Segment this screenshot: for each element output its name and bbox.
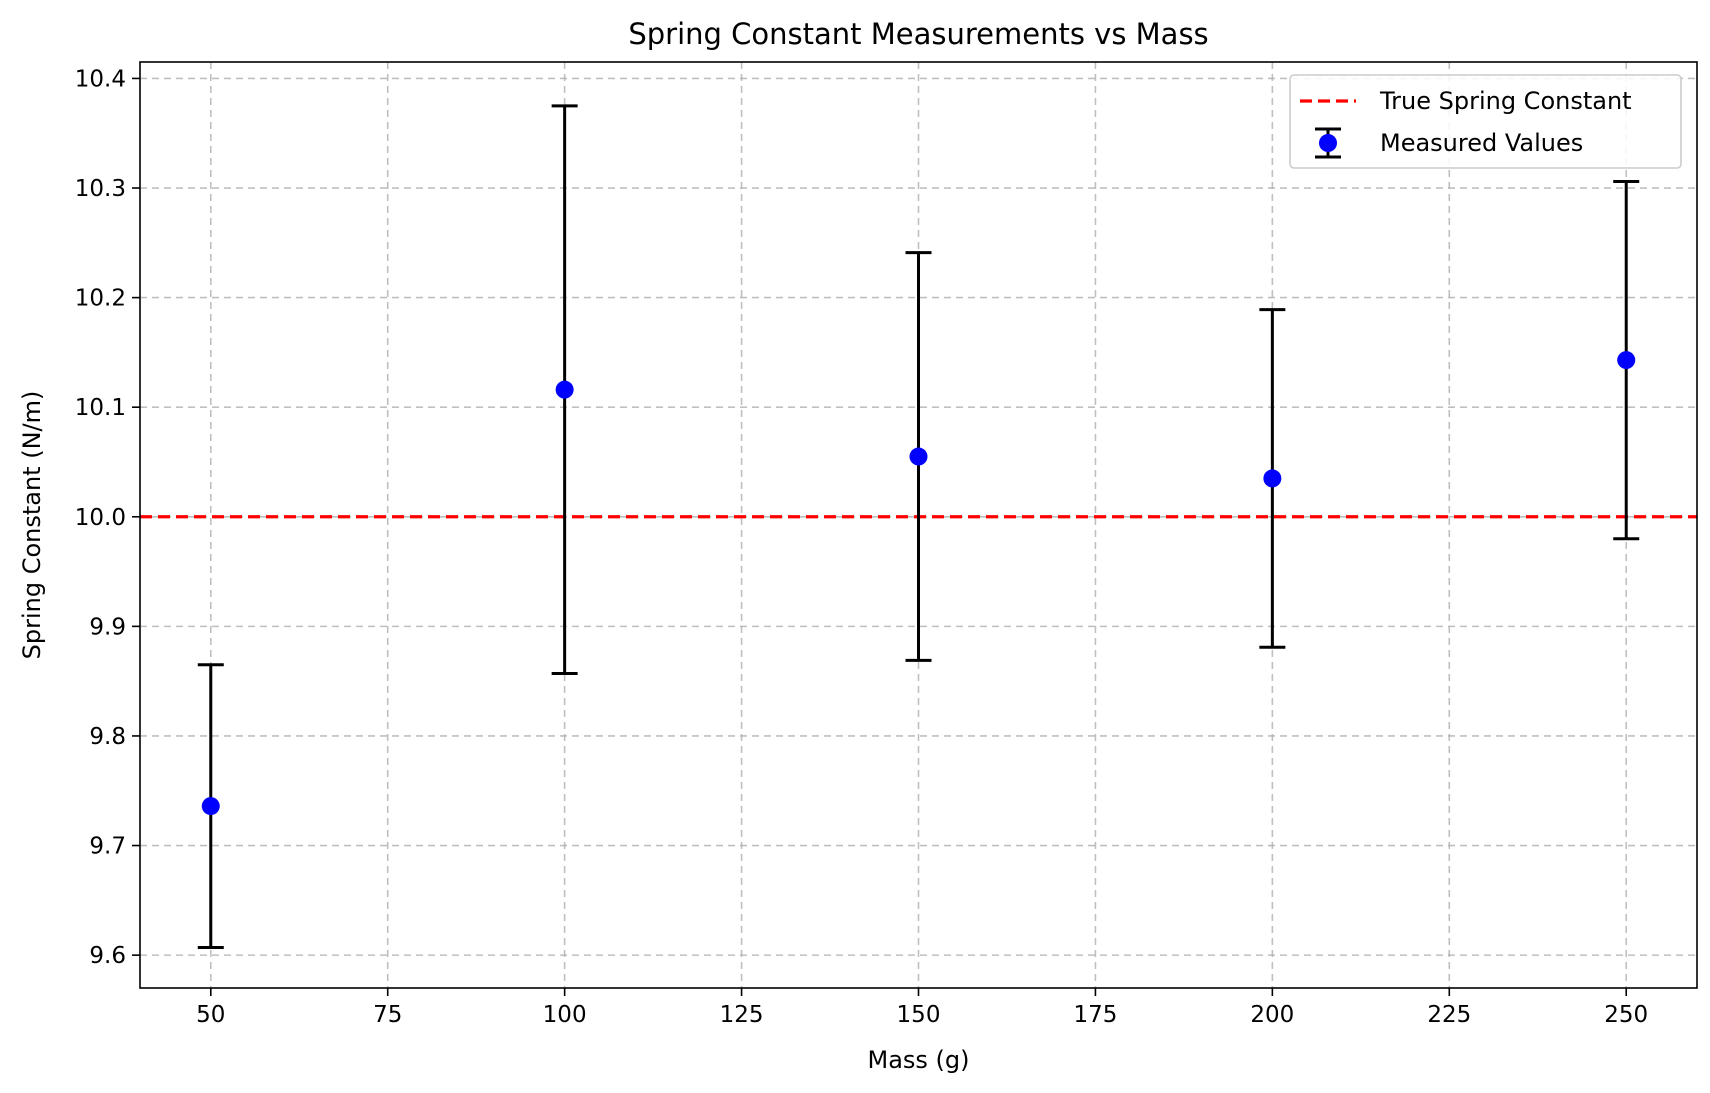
data-point (555, 380, 574, 399)
data-layer (197, 104, 1640, 949)
data-point (1263, 469, 1282, 488)
y-axis-label: Spring Constant (N/m) (18, 391, 46, 660)
x-tick-label: 100 (543, 1002, 587, 1028)
y-tick-label: 9.9 (89, 614, 126, 640)
x-tick-label: 150 (897, 1002, 941, 1028)
y-tick-label: 9.7 (89, 834, 126, 860)
legend-swatch-measured-values (1315, 127, 1341, 159)
y-tick-label: 9.6 (89, 943, 126, 969)
x-tick-label: 75 (373, 1002, 402, 1028)
x-tick-label: 125 (720, 1002, 764, 1028)
legend: True Spring Constant Measured Values (1289, 74, 1682, 169)
x-tick-label: 225 (1427, 1002, 1471, 1028)
y-tick-label: 10.0 (75, 505, 126, 531)
legend-label-measured-values: Measured Values (1380, 129, 1583, 157)
x-tick-label: 50 (196, 1002, 225, 1028)
data-point (1617, 351, 1636, 370)
data-point (201, 797, 220, 816)
x-tick-label: 175 (1073, 1002, 1117, 1028)
x-axis-label: Mass (g) (867, 1046, 969, 1074)
data-point (909, 447, 928, 466)
x-tick-label: 200 (1250, 1002, 1294, 1028)
legend-box (1289, 74, 1682, 169)
y-tick-label: 10.4 (75, 66, 126, 92)
chart-title: Spring Constant Measurements vs Mass (628, 17, 1208, 51)
legend-label-true-spring-constant: True Spring Constant (1379, 87, 1632, 115)
y-tick-label: 10.3 (75, 176, 126, 202)
y-tick-label: 10.2 (75, 286, 126, 312)
legend-marker (1319, 134, 1337, 152)
y-tick-label: 10.1 (75, 395, 126, 421)
y-tick-label: 9.8 (89, 724, 126, 750)
x-tick-label: 250 (1604, 1002, 1648, 1028)
tick-layer: 50 75 100 125 150 175 200 225 250 9.6 9.7 9.8 9.9 10.… (75, 66, 1648, 1028)
